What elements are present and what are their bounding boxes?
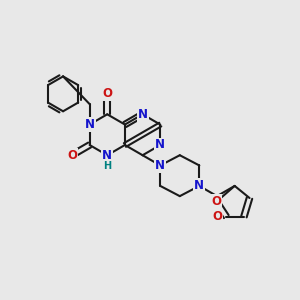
- Text: O: O: [212, 210, 222, 223]
- Text: O: O: [102, 87, 112, 100]
- Text: N: N: [194, 179, 204, 192]
- Text: N: N: [155, 159, 165, 172]
- Text: N: N: [102, 149, 112, 162]
- Text: N: N: [85, 118, 94, 131]
- Text: O: O: [67, 149, 77, 162]
- Text: N: N: [155, 139, 165, 152]
- Text: N: N: [138, 108, 148, 121]
- Text: O: O: [212, 195, 221, 208]
- Text: H: H: [103, 161, 111, 171]
